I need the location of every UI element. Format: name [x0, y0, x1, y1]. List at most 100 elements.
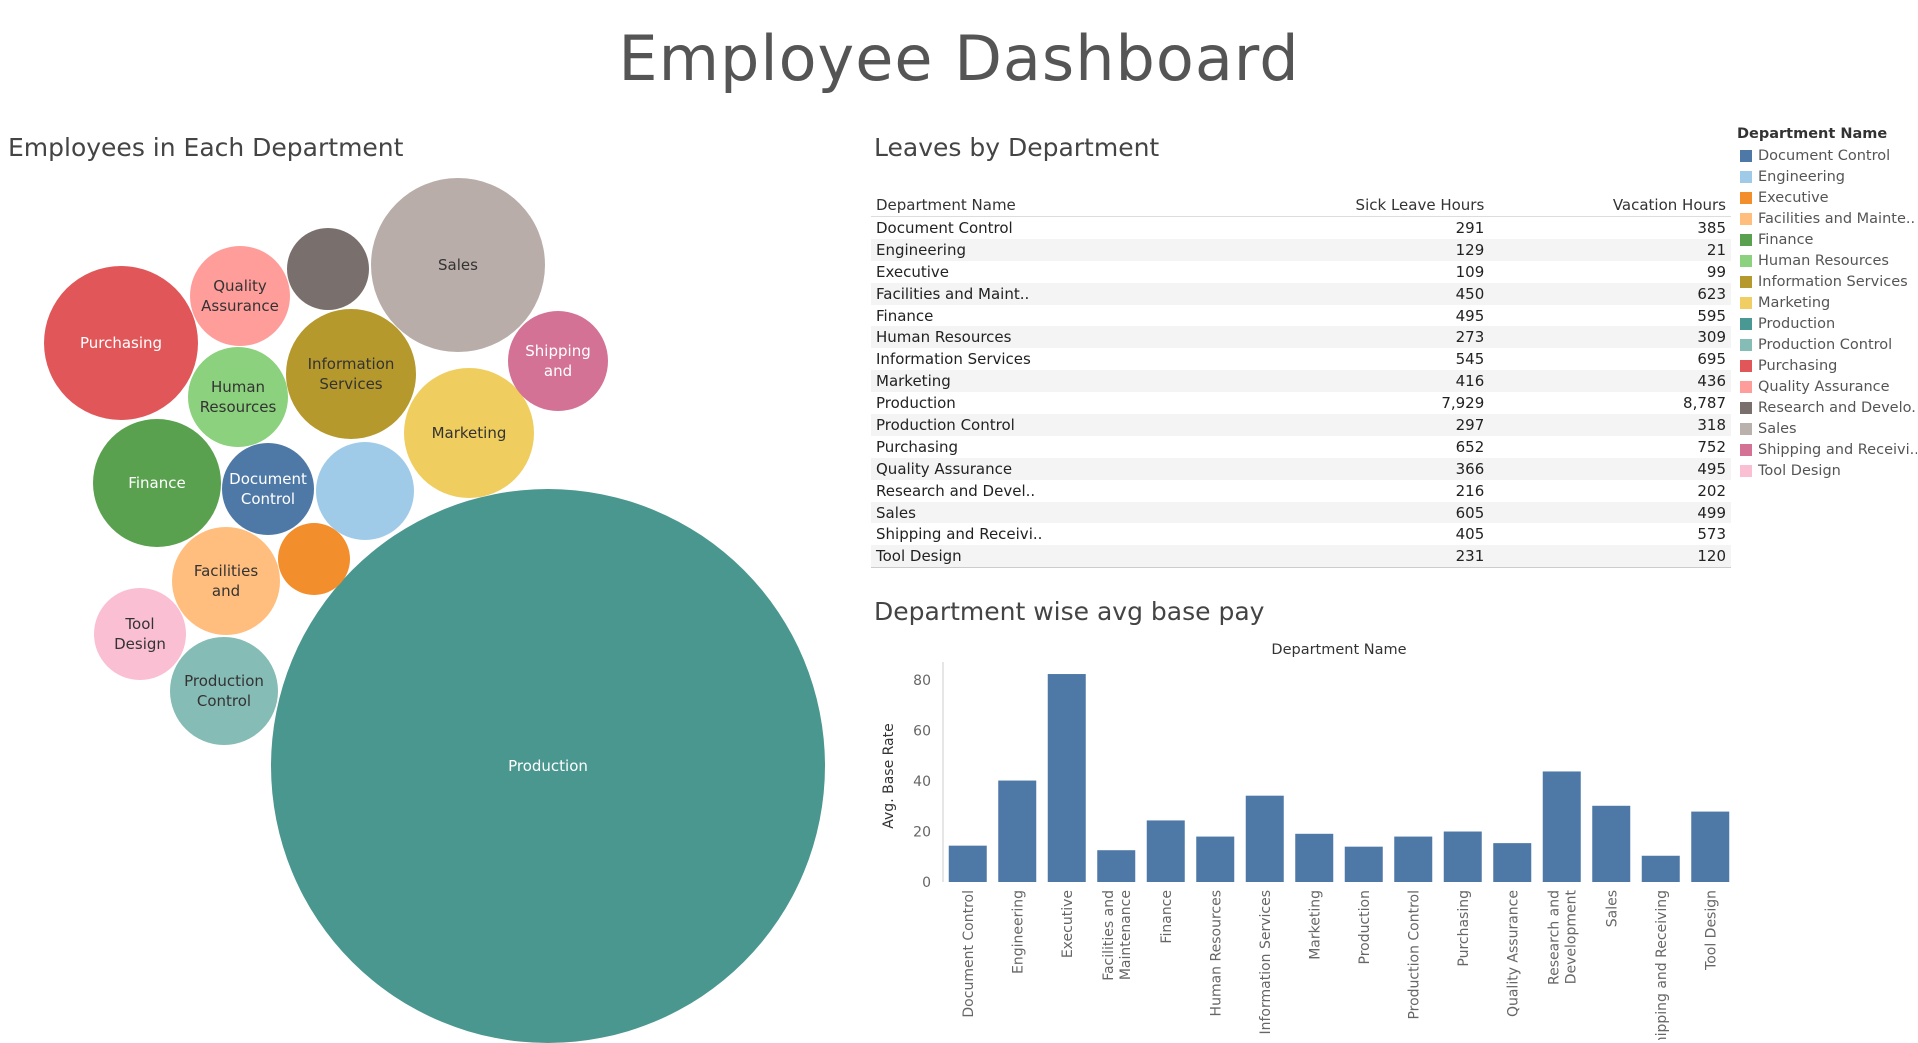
legend-label: Document Control [1758, 147, 1891, 164]
cell-department: Information Services [876, 350, 1031, 369]
bubble-document-control[interactable]: Document Control [222, 443, 314, 535]
legend-item-production-control[interactable]: Production Control [1737, 334, 1917, 355]
bar-purchasing[interactable] [1443, 831, 1482, 882]
cell-vacation: 21 [1489, 238, 1731, 261]
bubble-facilities-and-maintenance[interactable]: Facilities and [172, 527, 280, 635]
bubble-research-and-development[interactable] [287, 228, 369, 310]
table-row[interactable]: Shipping and Receivi.. 405 573 [871, 523, 1731, 545]
bar-shipping-and-receiving[interactable] [1641, 855, 1680, 882]
cell-department: Tool Design [871, 545, 1218, 569]
legend-item-quality-assurance[interactable]: Quality Assurance [1737, 376, 1917, 397]
bubble-production[interactable]: Production [271, 489, 825, 1043]
cell-sick-leave: 416 [1217, 370, 1490, 393]
legend-swatch [1740, 401, 1752, 414]
x-tick-label: Production Control [1406, 890, 1422, 1020]
column-header-department[interactable]: Department Name [871, 194, 1218, 217]
bubble-information-services[interactable]: Information Services [286, 309, 416, 439]
legend-item-research-and-develo[interactable]: Research and Develo.. [1737, 397, 1917, 418]
legend-item-executive[interactable]: Executive [1737, 187, 1917, 208]
x-tick-label: Tool Design [1703, 890, 1719, 971]
table-row[interactable]: Information Services 545 695 [871, 348, 1731, 370]
bubble-circle [190, 246, 290, 346]
legend-item-document-control[interactable]: Document Control [1737, 145, 1917, 166]
bubble-marketing[interactable]: Marketing [404, 368, 534, 498]
bar-sales[interactable] [1592, 805, 1631, 882]
bubble-label: Resources [200, 398, 277, 416]
legend-item-marketing[interactable]: Marketing [1737, 292, 1917, 313]
cell-sick-leave: 129 [1217, 238, 1490, 261]
cell-department: Engineering [871, 238, 1218, 261]
table-row[interactable]: Executive 109 99 [871, 261, 1731, 283]
cell-vacation: 752 [1697, 437, 1726, 456]
legend-item-sales[interactable]: Sales [1737, 418, 1917, 439]
legend-label: Human Resources [1758, 252, 1889, 269]
legend-swatch [1740, 464, 1752, 477]
table-row[interactable]: Production Control 297 318 [871, 414, 1731, 436]
x-tick-label: Facilities and [1101, 890, 1117, 981]
bubble-label: Marketing [432, 424, 507, 442]
legend-label: Shipping and Receivi.. [1758, 441, 1917, 458]
bubble-chart: Production Sales Purchasing Marketing Inform… [44, 178, 825, 1043]
bar-human-resources[interactable] [1196, 836, 1235, 882]
table-row[interactable]: Finance 495 595 [871, 305, 1731, 327]
bubble-engineering[interactable] [316, 442, 414, 540]
bar-information-services[interactable] [1245, 795, 1284, 882]
table-row[interactable]: Facilities and Maint.. 450 623 [871, 282, 1731, 305]
table-row[interactable]: Production 7,929 8,787 [871, 392, 1731, 414]
bar-marketing[interactable] [1295, 833, 1334, 882]
table-row[interactable]: Sales 605 499 [871, 501, 1731, 524]
bubble-circle [271, 489, 825, 1043]
legend-item-information-services[interactable]: Information Services [1737, 271, 1917, 292]
table-row[interactable]: Engineering 129 21 [871, 238, 1731, 261]
bubble-tool-design[interactable]: Tool Design [94, 588, 186, 680]
cell-sick-leave: 231 [1217, 545, 1490, 569]
bar-engineering[interactable] [998, 780, 1037, 882]
legend-item-human-resources[interactable]: Human Resources [1737, 250, 1917, 271]
cell-vacation: 99 [1706, 262, 1726, 281]
legend-item-production[interactable]: Production [1737, 313, 1917, 334]
table-row[interactable]: Research and Devel.. 216 202 [871, 480, 1731, 502]
y-tick-label: 0 [922, 875, 931, 891]
bar-executive[interactable] [1047, 674, 1086, 882]
legend-swatch [1740, 422, 1752, 435]
cell-sick-leave: 273 [1217, 326, 1490, 349]
bar-chart-title: Department wise avg base pay [874, 597, 1265, 626]
bubble-production-control[interactable]: Production Control [170, 637, 278, 745]
bar-quality-assurance[interactable] [1493, 843, 1532, 882]
legend-label: Executive [1758, 189, 1829, 206]
bubble-purchasing[interactable]: Purchasing [44, 266, 198, 420]
table-row[interactable]: Document Control 291 385 [871, 217, 1731, 239]
table-row[interactable]: Marketing 416 436 [871, 370, 1731, 393]
legend-item-facilities-and-mainte[interactable]: Facilities and Mainte.. [1737, 208, 1917, 229]
table-row[interactable]: Purchasing 652 752 [871, 436, 1731, 458]
bubble-sales[interactable]: Sales [371, 178, 545, 352]
bar-production-control[interactable] [1394, 836, 1433, 882]
table-row[interactable]: Tool Design 231 120 [871, 545, 1731, 569]
table-row[interactable]: Human Resources 273 309 [871, 326, 1731, 349]
bar-production[interactable] [1344, 846, 1383, 882]
legend-item-tool-design[interactable]: Tool Design [1737, 460, 1917, 481]
bar-document-control[interactable] [948, 845, 987, 882]
legend-item-purchasing[interactable]: Purchasing [1737, 355, 1917, 376]
bubble-shipping-and-receiving[interactable]: Shipping and [508, 311, 608, 411]
bar-research-and-development[interactable] [1542, 771, 1581, 882]
bar-facilities-and-maintenance[interactable] [1097, 850, 1136, 882]
bubble-human-resources[interactable]: Human Resources [188, 347, 288, 447]
bubble-executive[interactable] [278, 523, 350, 595]
cell-department: Shipping and Receivi.. [876, 525, 1043, 544]
column-header-vacation[interactable]: Vacation Hours [1489, 194, 1731, 217]
cell-sick-leave: 109 [1455, 262, 1485, 281]
table-row[interactable]: Quality Assurance 366 495 [871, 457, 1731, 480]
bubble-quality-assurance[interactable]: Quality Assurance [190, 246, 290, 346]
legend-item-engineering[interactable]: Engineering [1737, 166, 1917, 187]
cell-vacation: 385 [1697, 218, 1726, 237]
x-tick-label: Engineering [1010, 890, 1026, 974]
bar-tool-design[interactable] [1691, 811, 1730, 882]
bubble-finance[interactable]: Finance [93, 419, 221, 547]
x-axis-title: Department Name [1271, 642, 1406, 658]
column-header-sick-leave[interactable]: Sick Leave Hours [1217, 194, 1490, 217]
legend-item-finance[interactable]: Finance [1737, 229, 1917, 250]
bar-finance[interactable] [1146, 820, 1185, 882]
cell-department: Quality Assurance [871, 457, 1218, 480]
legend-item-shipping-and-receivi[interactable]: Shipping and Receivi.. [1737, 439, 1917, 460]
